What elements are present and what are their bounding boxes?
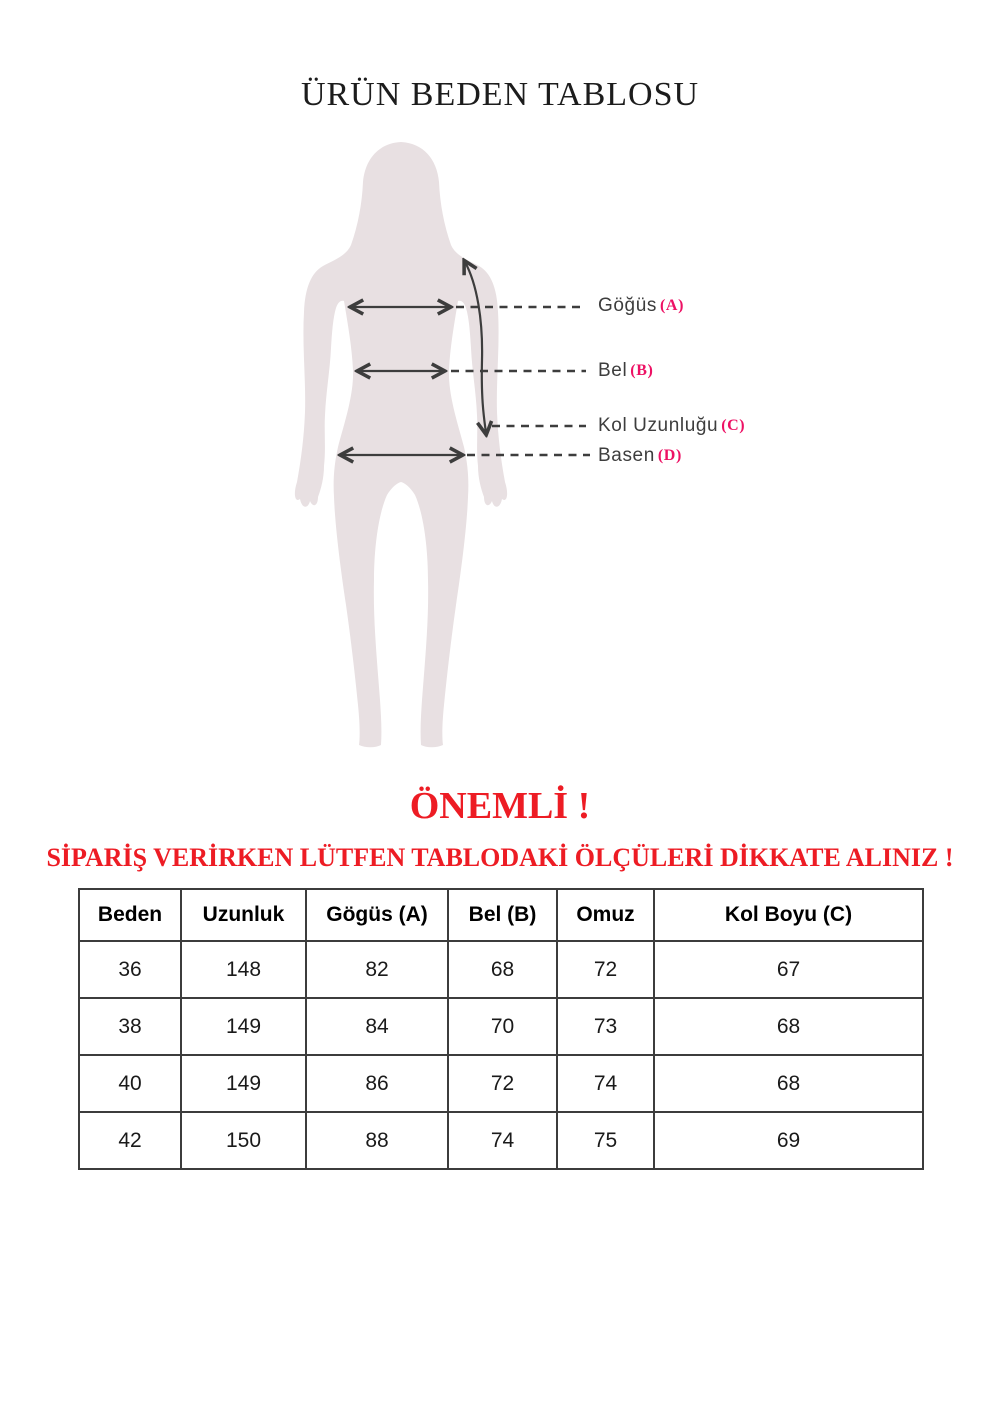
size-cell: 72 — [556, 940, 655, 999]
header-beden: Beden — [78, 888, 182, 942]
size-cell: 67 — [653, 940, 924, 999]
size-cell: 40 — [78, 1054, 182, 1113]
size-cell: 82 — [305, 940, 449, 999]
arm-length-measure-arrow — [465, 262, 486, 433]
size-cell: 149 — [180, 997, 307, 1056]
measure-label-arm: Kol Uzunluğu (C) — [598, 414, 745, 438]
size-cell: 72 — [447, 1054, 558, 1113]
size-cell: 88 — [305, 1111, 449, 1170]
measure-label-waist: Bel (B) — [598, 359, 653, 383]
size-cell: 38 — [78, 997, 182, 1056]
measure-label-hip-text: Basen — [598, 445, 655, 466]
header-gogus: Gögüs (A) — [305, 888, 449, 942]
header-uzunluk: Uzunluk — [180, 888, 307, 942]
size-cell: 150 — [180, 1111, 307, 1170]
important-heading: ÖNEMLİ ! — [409, 785, 591, 827]
size-cell: 69 — [653, 1111, 924, 1170]
size-cell: 148 — [180, 940, 307, 999]
size-cell: 74 — [447, 1111, 558, 1170]
measure-label-chest: Göğüs (A) — [598, 294, 684, 318]
measure-label-hip-code: (D) — [657, 447, 682, 464]
size-cell: 75 — [556, 1111, 655, 1170]
size-cell: 149 — [180, 1054, 307, 1113]
measure-label-hip: Basen (D) — [598, 444, 682, 468]
figure-silhouette — [294, 142, 508, 748]
measure-label-waist-text: Bel — [598, 360, 628, 381]
header-bel: Bel (B) — [447, 888, 558, 942]
size-cell: 68 — [447, 940, 558, 999]
size-cell: 84 — [305, 997, 449, 1056]
measure-label-waist-code: (B) — [630, 362, 654, 379]
table-row: 36 148 82 68 72 67 — [78, 940, 924, 999]
table-row: 42 150 88 74 75 69 — [78, 1111, 924, 1170]
size-table-header-row: Beden Uzunluk Gögüs (A) Bel (B) Omuz Kol… — [78, 888, 924, 942]
measure-label-arm-code: (C) — [721, 417, 746, 434]
size-cell: 36 — [78, 940, 182, 999]
body-measurement-diagram — [294, 142, 590, 748]
header-omuz: Omuz — [556, 888, 655, 942]
table-row: 40 149 86 72 74 68 — [78, 1054, 924, 1113]
table-row: 38 149 84 70 73 68 — [78, 997, 924, 1056]
size-table: Beden Uzunluk Gögüs (A) Bel (B) Omuz Kol… — [78, 888, 924, 1170]
size-cell: 68 — [653, 1054, 924, 1113]
size-cell: 74 — [556, 1054, 655, 1113]
size-cell: 42 — [78, 1111, 182, 1170]
page-title: ÜRÜN BEDEN TABLOSU — [300, 76, 700, 113]
measure-label-arm-text: Kol Uzunluğu — [598, 415, 719, 436]
warning-text: SİPARİŞ VERİRKEN LÜTFEN TABLODAKİ ÖLÇÜLE… — [46, 843, 954, 872]
measure-label-chest-text: Göğüs — [598, 295, 657, 316]
header-kol-boyu: Kol Boyu (C) — [653, 888, 924, 942]
size-cell: 70 — [447, 997, 558, 1056]
size-cell: 86 — [305, 1054, 449, 1113]
size-cell: 68 — [653, 997, 924, 1056]
measure-label-chest-code: (A) — [659, 297, 684, 314]
size-cell: 73 — [556, 997, 655, 1056]
